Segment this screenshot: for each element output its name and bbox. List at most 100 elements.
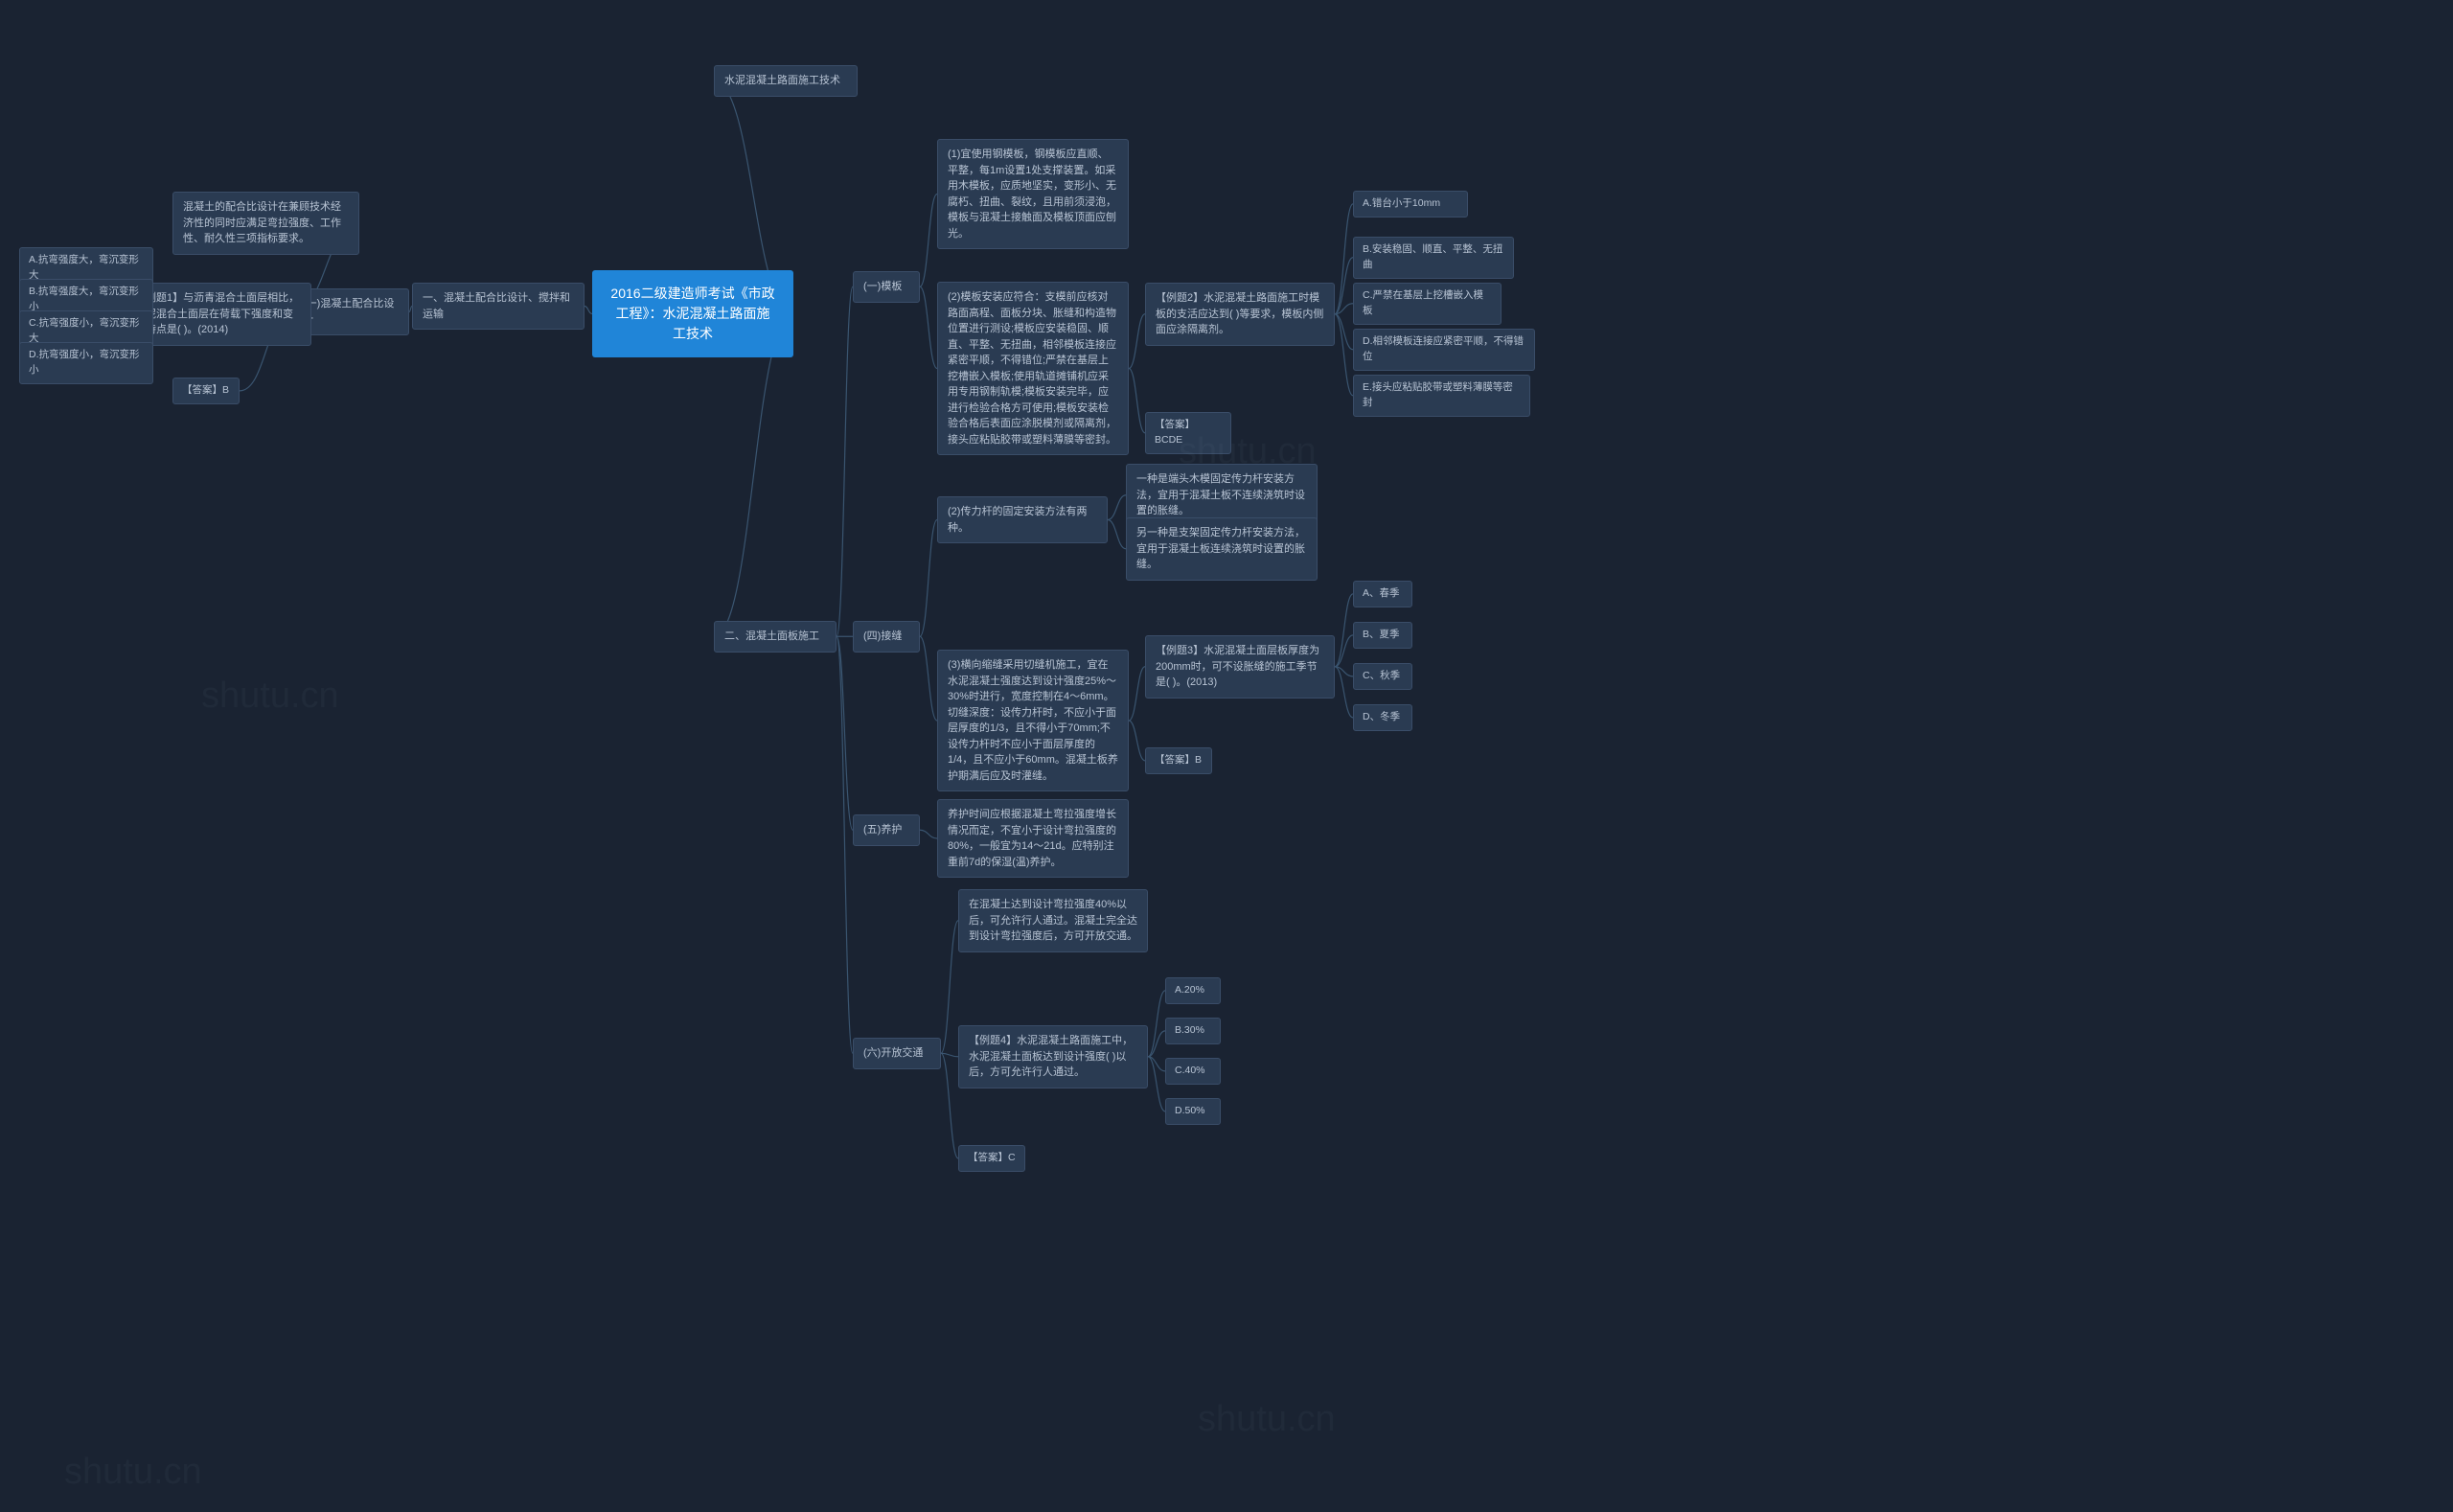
node-text: 混凝土的配合比设计在兼顾技术经济性的同时应满足弯拉强度、工作性、耐久性三项指标要… (183, 201, 341, 244)
mindmap-node[interactable]: 水泥混凝土路面施工技术 (714, 65, 858, 97)
node-text: B.安装稳固、顺直、平整、无扭曲 (1363, 243, 1502, 270)
mindmap-node[interactable]: 【例题3】水泥混凝土面层板厚度为200mm时，可不设胀缝的施工季节是( )。(2… (1145, 635, 1335, 699)
node-text: A.错台小于10mm (1363, 197, 1440, 209)
mindmap-node[interactable]: 二、混凝土面板施工 (714, 621, 837, 653)
mindmap-node[interactable]: A.20% (1165, 977, 1221, 1004)
connector (585, 307, 592, 314)
mindmap-node[interactable]: B.30% (1165, 1018, 1221, 1044)
mindmap-node[interactable]: (1)宜使用钢模板，钢模板应直顺、平整，每1m设置1处支撑装置。如采用木模板，应… (937, 139, 1129, 249)
mindmap-node[interactable]: 【答案】B (1145, 747, 1212, 774)
mindmap-node[interactable]: (五)养护 (853, 814, 920, 846)
mindmap-node[interactable]: 养护时间应根据混凝土弯拉强度增长情况而定，不宜小于设计弯拉强度的80%，一般宜为… (937, 799, 1129, 878)
mindmap-node[interactable]: (2)传力杆的固定安装方法有两种。 (937, 496, 1108, 543)
connector (1129, 721, 1145, 761)
mindmap-node[interactable]: E.接头应粘贴胶带或塑料薄膜等密封 (1353, 375, 1530, 417)
mindmap-node[interactable]: A、春季 (1353, 581, 1412, 607)
mindmap-node[interactable]: 【答案】C (958, 1145, 1025, 1172)
node-text: (四)接缝 (863, 630, 902, 642)
connector (1129, 314, 1145, 369)
connector (941, 1053, 958, 1158)
connector (1148, 1057, 1165, 1071)
node-text: (五)养护 (863, 824, 902, 836)
root-node[interactable]: 2016二级建造师考试《市政工程》：水泥混凝土路面施工技术 (592, 270, 793, 357)
mindmap-node[interactable]: C.严禁在基层上挖槽嵌入模板 (1353, 283, 1502, 325)
connector (1148, 1057, 1165, 1111)
connector (1335, 667, 1353, 718)
node-text: 【答案】B (1155, 754, 1202, 766)
node-text: 【例题3】水泥混凝土面层板厚度为200mm时，可不设胀缝的施工季节是( )。(2… (1156, 645, 1319, 688)
node-text: (一)模板 (863, 281, 902, 292)
connector (1335, 594, 1353, 667)
connector (920, 195, 937, 287)
mindmap-node[interactable]: 混凝土的配合比设计在兼顾技术经济性的同时应满足弯拉强度、工作性、耐久性三项指标要… (172, 192, 359, 255)
mindmap-node[interactable]: D.抗弯强度小，弯沉变形小 (19, 342, 153, 384)
node-text: 【答案】C (968, 1152, 1016, 1163)
mindmap-node[interactable]: D.相邻模板连接应紧密平顺，不得错位 (1353, 329, 1535, 371)
mindmap-node[interactable]: D.50% (1165, 1098, 1221, 1125)
node-text: (1)宜使用钢模板，钢模板应直顺、平整，每1m设置1处支撑装置。如采用木模板，应… (948, 149, 1116, 240)
mindmap-node[interactable]: (一)模板 (853, 271, 920, 303)
node-text: (一)混凝土配合比设计 (303, 298, 394, 326)
mindmap-node[interactable]: 一、混凝土配合比设计、搅拌和运输 (412, 283, 585, 330)
node-text: C.抗弯强度小，弯沉变形大 (29, 317, 140, 344)
connector (920, 520, 937, 637)
connector (1129, 369, 1145, 433)
node-text: D.抗弯强度小，弯沉变形小 (29, 349, 140, 376)
node-text: C.40% (1175, 1065, 1205, 1076)
node-text: D.相邻模板连接应紧密平顺，不得错位 (1363, 335, 1524, 362)
node-text: 【例题2】水泥混凝土路面施工时模板的支活应达到( )等要求，模板内侧面应涂隔离剂… (1156, 292, 1323, 335)
node-text: A.抗弯强度大，弯沉变形大 (29, 254, 139, 281)
watermark: shutu.cn (1198, 1399, 1336, 1440)
connector (1108, 520, 1126, 549)
node-text: (3)横向缩缝采用切缝机施工，宜在水泥混凝土强度达到设计强度25%～30%时进行… (948, 659, 1118, 782)
root-text: 2016二级建造师考试《市政工程》：水泥混凝土路面施工技术 (610, 286, 774, 341)
connector (1335, 635, 1353, 667)
node-text: 【例题1】与沥青混合土面层相比，水泥混合土面层在荷载下强度和变形特点是( )。(… (135, 292, 299, 335)
mindmap-node[interactable]: 【答案】B (172, 378, 240, 404)
connector (1129, 667, 1145, 721)
mindmap-node[interactable]: D、冬季 (1353, 704, 1412, 731)
connector (837, 286, 853, 636)
mindmap-node[interactable]: (2)模板安装应符合：支模前应核对路面高程、面板分块、胀缝和构造物位置进行测设;… (937, 282, 1129, 455)
node-text: D、冬季 (1363, 711, 1400, 722)
mindmap-node[interactable]: B.安装稳固、顺直、平整、无扭曲 (1353, 237, 1514, 279)
node-text: 水泥混凝土路面施工技术 (724, 75, 840, 86)
mindmap-node[interactable]: 【答案】BCDE (1145, 412, 1231, 454)
node-text: 【答案】BCDE (1155, 419, 1195, 446)
node-text: (六)开放交通 (863, 1047, 923, 1059)
connector (1335, 304, 1353, 314)
node-text: A、春季 (1363, 587, 1400, 599)
connector (920, 830, 937, 838)
mindmap-node[interactable]: (3)横向缩缝采用切缝机施工，宜在水泥混凝土强度达到设计强度25%～30%时进行… (937, 650, 1129, 791)
connector (1335, 667, 1353, 676)
mindmap-node[interactable]: 【例题2】水泥混凝土路面施工时模板的支活应达到( )等要求，模板内侧面应涂隔离剂… (1145, 283, 1335, 346)
mindmap-node[interactable]: 另一种是支架固定传力杆安装方法，宜用于混凝土板连续浇筑时设置的胀缝。 (1126, 517, 1318, 581)
mindmap-node[interactable]: C、秋季 (1353, 663, 1412, 690)
node-text: (2)模板安装应符合：支模前应核对路面高程、面板分块、胀缝和构造物位置进行测设;… (948, 291, 1116, 446)
connector (941, 1053, 958, 1057)
mindmap-node[interactable]: A.错台小于10mm (1353, 191, 1468, 218)
mindmap-node[interactable]: 【例题4】水泥混凝土路面施工中，水泥混凝土面板达到设计强度( )以后，方可允许行… (958, 1025, 1148, 1088)
connector (1148, 991, 1165, 1057)
mindmap-node[interactable]: B、夏季 (1353, 622, 1412, 649)
connector (1335, 314, 1353, 350)
mindmap-node[interactable]: (六)开放交通 (853, 1038, 941, 1069)
mindmap-node[interactable]: 在混凝土达到设计弯拉强度40%以后，可允许行人通过。混凝土完全达到设计弯拉强度后… (958, 889, 1148, 952)
connector (1108, 495, 1126, 520)
node-text: 二、混凝土面板施工 (724, 630, 819, 642)
watermark: shutu.cn (201, 676, 339, 717)
node-text: D.50% (1175, 1105, 1205, 1116)
connector (1335, 204, 1353, 314)
connector (1335, 314, 1353, 396)
node-text: E.接头应粘贴胶带或塑料薄膜等密封 (1363, 381, 1513, 408)
mindmap-node[interactable]: C.40% (1165, 1058, 1221, 1085)
node-text: B.抗弯强度大，弯沉变形小 (29, 286, 139, 312)
connector (920, 636, 937, 721)
node-text: 养护时间应根据混凝土弯拉强度增长情况而定，不宜小于设计弯拉强度的80%，一般宜为… (948, 809, 1116, 868)
node-text: 另一种是支架固定传力杆安装方法，宜用于混凝土板连续浇筑时设置的胀缝。 (1136, 527, 1305, 570)
node-text: 一、混凝土配合比设计、搅拌和运输 (423, 292, 570, 320)
connectors-svg (0, 0, 2453, 1512)
mindmap-node[interactable]: (四)接缝 (853, 621, 920, 653)
node-text: A.20% (1175, 984, 1204, 996)
node-text: (2)传力杆的固定安装方法有两种。 (948, 506, 1087, 534)
